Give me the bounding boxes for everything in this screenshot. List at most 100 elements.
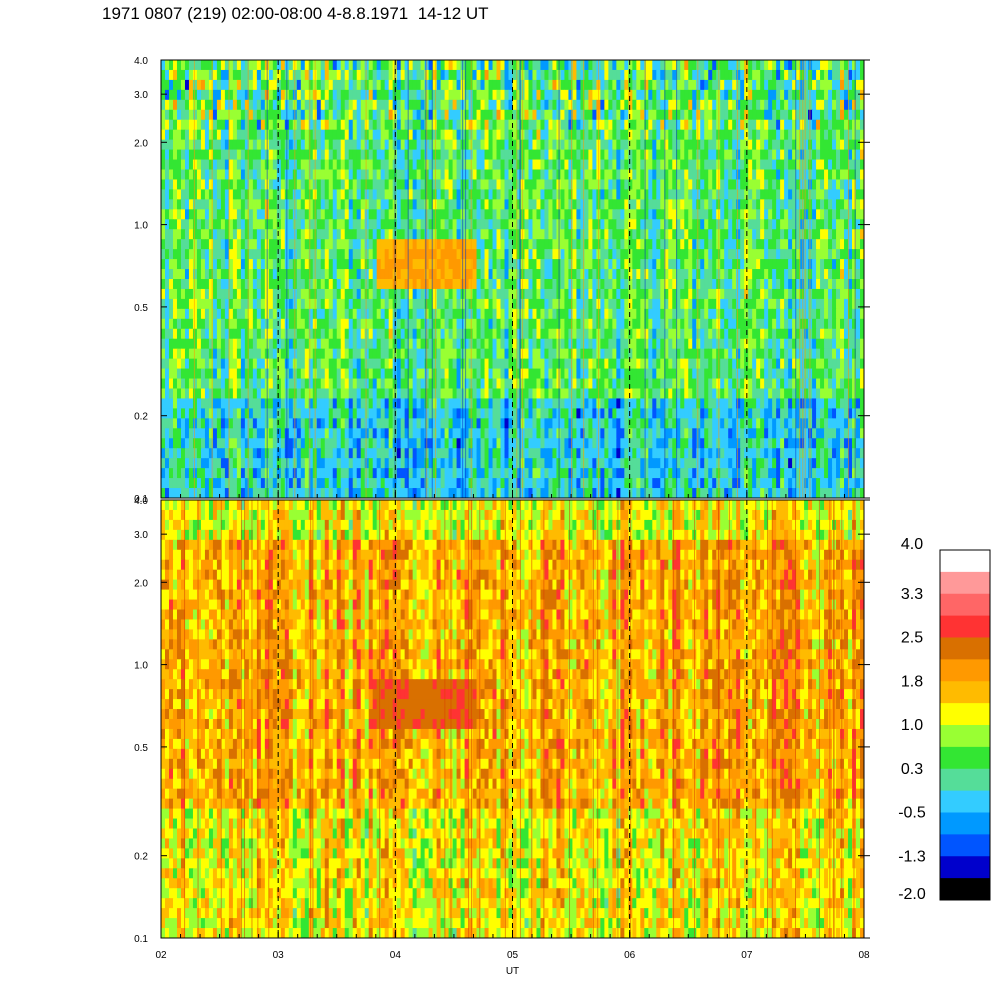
heatmap-cell xyxy=(600,139,605,151)
heatmap-cell xyxy=(660,109,665,121)
heatmap-cell xyxy=(408,119,414,131)
heatmap-cell xyxy=(532,119,538,131)
heatmap-cell xyxy=(820,159,825,171)
heatmap-cell xyxy=(252,308,258,320)
heatmap-cell xyxy=(724,219,729,230)
heatmap-cell xyxy=(504,288,510,300)
heatmap-cell xyxy=(436,149,442,161)
heatmap-cell xyxy=(428,109,434,121)
heatmap-cell xyxy=(252,288,258,300)
heatmap-cell xyxy=(236,89,242,101)
heatmap-cell xyxy=(164,239,170,250)
heatmap-cell xyxy=(336,149,342,161)
heatmap-cell xyxy=(304,149,310,161)
heatmap-cell xyxy=(568,249,574,260)
heatmap-cell xyxy=(492,69,498,81)
heatmap-cell xyxy=(656,99,661,111)
heatmap-cell xyxy=(804,209,809,220)
heatmap-cell xyxy=(584,119,589,131)
heatmap-cell xyxy=(420,69,426,81)
heatmap-cell xyxy=(512,219,518,230)
heatmap-cell xyxy=(161,338,166,350)
heatmap-cell xyxy=(400,239,406,250)
heatmap-cell xyxy=(592,259,597,270)
heatmap-cell xyxy=(384,269,390,280)
heatmap-cell xyxy=(300,189,306,200)
heatmap-cell xyxy=(600,308,605,320)
heatmap-cell xyxy=(296,139,302,151)
heatmap-cell xyxy=(500,318,506,330)
heatmap-cell xyxy=(360,109,366,121)
heatmap-cell xyxy=(724,279,729,290)
heatmap-cell xyxy=(724,308,729,320)
heatmap-cell xyxy=(161,308,166,320)
heatmap-cell xyxy=(792,259,797,270)
heatmap-cell xyxy=(612,60,617,71)
heatmap-cell xyxy=(396,139,402,151)
heatmap-cell xyxy=(704,79,709,91)
heatmap-cell xyxy=(348,318,354,330)
heatmap-cell xyxy=(840,159,845,171)
heatmap-cell xyxy=(300,99,306,111)
heatmap-cell xyxy=(412,328,418,340)
heatmap-cell xyxy=(636,298,641,310)
heatmap-cell xyxy=(496,269,502,280)
heatmap-cell xyxy=(564,219,570,230)
heatmap-cell xyxy=(304,239,310,250)
heatmap-cell xyxy=(664,89,669,101)
heatmap-cell xyxy=(564,259,570,270)
heatmap-cell xyxy=(300,159,306,171)
heatmap-cell xyxy=(360,119,366,131)
heatmap-cell xyxy=(828,129,833,141)
heatmap-cell xyxy=(364,298,370,310)
heatmap-cell xyxy=(396,189,402,200)
heatmap-cell xyxy=(624,288,629,300)
heatmap-cell xyxy=(220,259,226,270)
heatmap-cell xyxy=(328,288,334,300)
heatmap-cell xyxy=(848,109,853,121)
heatmap-cell xyxy=(604,149,609,161)
heatmap-cell xyxy=(656,79,661,91)
heatmap-cell xyxy=(384,159,390,171)
heatmap-cell xyxy=(836,159,841,171)
heatmap-cell xyxy=(604,159,609,171)
heatmap-cell xyxy=(608,288,613,300)
heatmap-cell xyxy=(236,109,242,121)
heatmap-cell xyxy=(324,139,330,151)
heatmap-cell xyxy=(652,259,657,270)
heatmap-cell xyxy=(856,249,861,260)
heatmap-cell xyxy=(200,109,206,121)
heatmap-cell xyxy=(796,129,801,141)
heatmap-cell xyxy=(428,298,434,310)
heatmap-cell xyxy=(552,308,558,320)
heatmap-cell xyxy=(252,179,258,190)
heatmap-cell xyxy=(436,239,442,250)
heatmap-cell xyxy=(328,209,334,220)
heatmap-cell xyxy=(252,99,258,111)
heatmap-cell xyxy=(196,139,202,151)
heatmap-cell xyxy=(228,249,234,260)
heatmap-cell xyxy=(528,239,534,250)
heatmap-cell xyxy=(492,219,498,230)
heatmap-cell xyxy=(320,129,326,141)
heatmap-cell xyxy=(844,269,849,280)
heatmap-cell xyxy=(580,169,585,181)
heatmap-cell xyxy=(344,219,350,230)
heatmap-cell xyxy=(604,279,609,290)
heatmap-cell xyxy=(544,99,550,111)
heatmap-cell xyxy=(732,269,737,280)
heatmap-cell xyxy=(176,189,182,200)
heatmap-cell xyxy=(472,69,478,81)
heatmap-cell xyxy=(161,139,166,151)
heatmap-cell xyxy=(752,298,757,310)
heatmap-cell xyxy=(844,159,849,171)
heatmap-cell xyxy=(788,129,793,141)
heatmap-cell xyxy=(296,119,302,131)
heatmap-cell xyxy=(348,308,354,320)
heatmap-cell xyxy=(172,199,178,210)
heatmap-cell xyxy=(740,79,745,91)
heatmap-cell xyxy=(448,328,454,340)
heatmap-cell xyxy=(692,149,697,161)
heatmap-cell xyxy=(600,60,605,71)
heatmap-cell xyxy=(512,269,518,280)
